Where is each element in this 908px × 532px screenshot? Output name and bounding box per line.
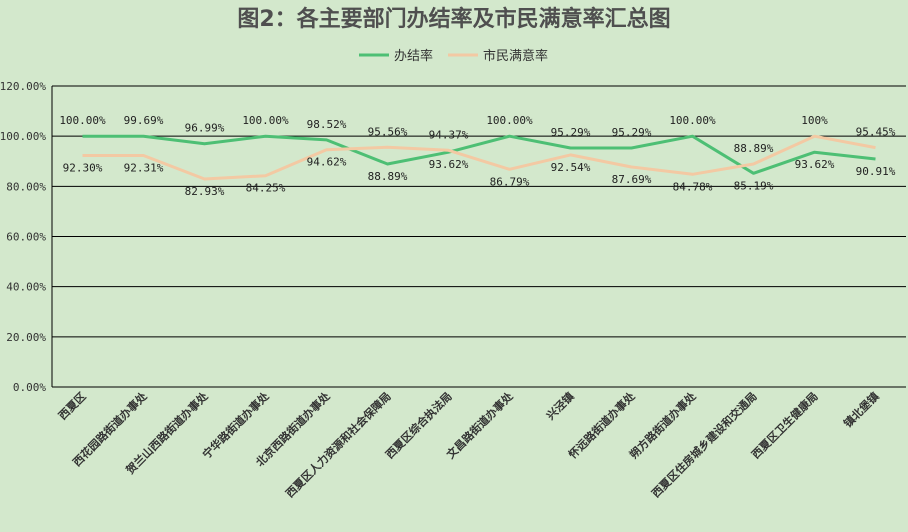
y-tick-label: 20.00% (6, 331, 46, 344)
data-label-completion: 85.19% (734, 179, 774, 192)
data-label-completion: 95.29% (612, 126, 652, 139)
data-label-completion: 88.89% (368, 170, 408, 183)
y-tick-label: 80.00% (6, 180, 46, 193)
x-tick-label: 西夏区住房城乡建设和交通局 (649, 389, 760, 500)
x-tick-label: 宁华路街道办事处 (199, 389, 272, 462)
data-label-satisfaction: 92.30% (63, 162, 103, 175)
data-label-completion: 100.00% (486, 114, 533, 127)
x-tick-label: 兴泾镇 (543, 389, 576, 422)
data-label-satisfaction: 94.37% (429, 128, 469, 141)
data-label-completion: 90.91% (856, 165, 896, 178)
data-label-completion: 93.62% (429, 158, 469, 171)
x-tick-label: 西夏区人力资源和社会保障局 (283, 389, 394, 500)
data-label-completion: 99.69% (124, 114, 164, 127)
data-label-satisfaction: 95.45% (856, 126, 896, 139)
data-label-satisfaction: 84.78% (673, 180, 713, 193)
data-label-completion: 100.00% (242, 114, 289, 127)
y-tick-label: 60.00% (6, 231, 46, 244)
legend-label-satisfaction: 市民满意率 (483, 48, 548, 64)
data-label-satisfaction: 94.62% (307, 156, 347, 169)
x-tick-label: 西夏区综合执法局 (382, 389, 454, 461)
data-label-satisfaction: 92.31% (124, 162, 164, 175)
x-tick-label: 镇北堡镇 (841, 389, 882, 430)
data-label-completion: 95.29% (551, 126, 591, 139)
legend-label-completion: 办结率 (394, 48, 433, 64)
data-label-satisfaction: 92.54% (551, 161, 591, 174)
data-label-completion: 100.00% (669, 114, 716, 127)
y-tick-label: 100.00% (0, 130, 46, 143)
data-label-completion: 96.99% (185, 122, 225, 135)
data-label-satisfaction: 100% (801, 114, 828, 127)
data-label-satisfaction: 84.25% (246, 182, 286, 195)
plot-area: 0.00% 20.00% 40.00% 60.00% 80.00% 100.00% 120.… (0, 80, 906, 500)
y-tick-label: 40.00% (6, 281, 46, 294)
x-tick-label: 怀远路街道办事处 (565, 389, 638, 462)
data-label-satisfaction: 87.69% (612, 173, 652, 186)
data-label-satisfaction: 88.89% (734, 142, 774, 155)
data-label-satisfaction: 86.79% (490, 175, 530, 188)
legend: 办结率 市民满意率 (359, 48, 548, 64)
y-tick-label: 120.00% (0, 80, 46, 93)
x-tick-label: 文昌路街道办事处 (443, 389, 516, 462)
series-line-satisfaction (82, 134, 876, 181)
x-tick-label: 朔方路街道办事处 (626, 389, 699, 462)
data-label-completion: 93.62% (795, 158, 835, 171)
x-tick-label: 西夏区卫生健康局 (748, 389, 820, 461)
data-label-satisfaction: 82.93% (185, 185, 225, 198)
data-label-completion: 98.52% (307, 118, 347, 131)
data-label-completion: 100.00% (59, 114, 106, 127)
y-tick-label: 0.00% (13, 381, 46, 394)
x-tick-label: 西夏区 (56, 390, 89, 423)
chart-title: 图2：各主要部门办结率及市民满意率汇总图 (237, 6, 670, 32)
data-label-satisfaction: 95.56% (368, 125, 408, 138)
